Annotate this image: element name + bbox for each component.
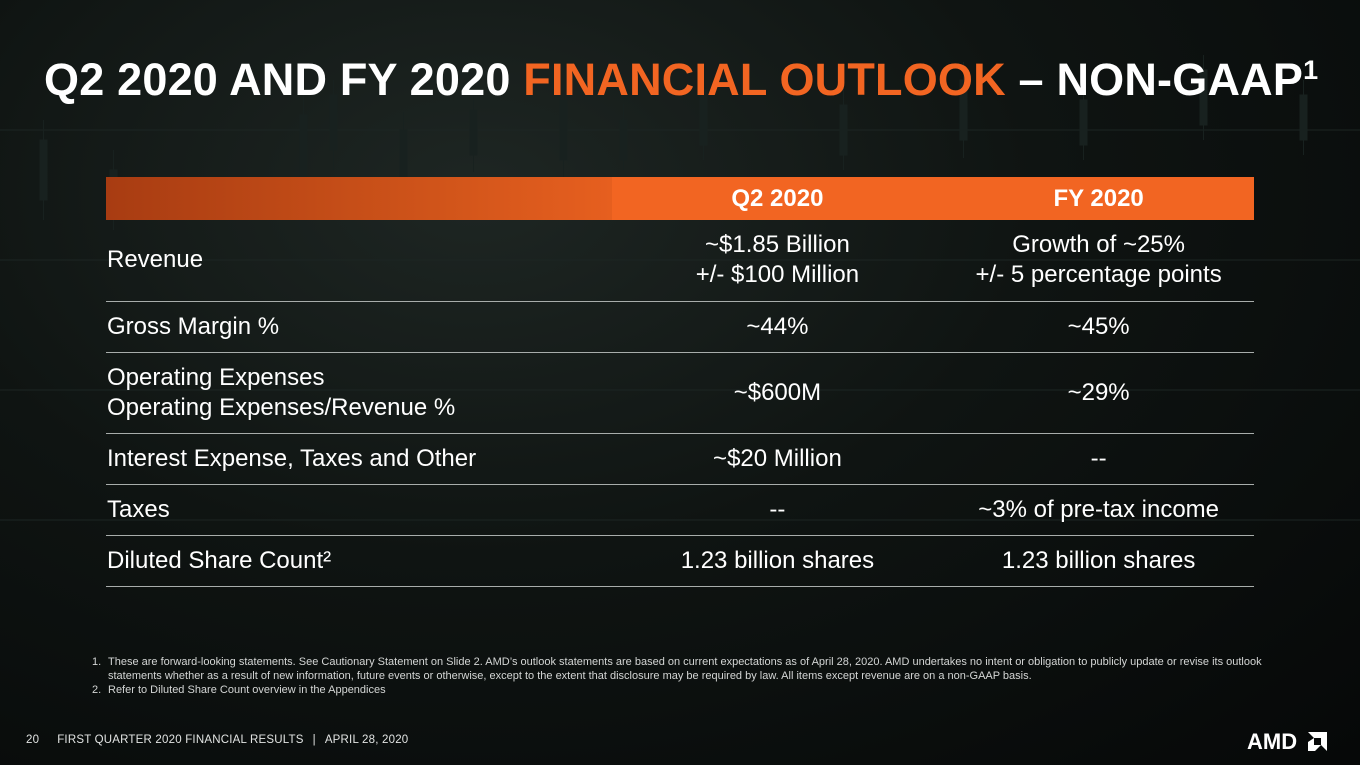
q2-value-line: ~$20 Million [713, 444, 842, 472]
amd-arrow-icon [1308, 732, 1327, 751]
row-label-text: Interest Expense, Taxes and Other [107, 444, 477, 472]
fy-value: 1.23 billion shares [943, 535, 1254, 587]
table-row-taxes: Taxes -- ~3% of pre-tax income [106, 484, 1254, 536]
fy-value-line: 1.23 billion shares [1001, 546, 1196, 574]
row-label-text: Gross Margin % [107, 312, 280, 340]
row-label: Operating Expenses Operating Expenses/Rev… [106, 352, 612, 434]
footnote-number: 1. [92, 656, 102, 668]
title-footnote-marker: 1 [1303, 55, 1319, 85]
page-number: 20 [26, 734, 40, 746]
fy-value: Growth of ~25% +/- 5 percentage points [943, 220, 1254, 302]
q2-value: ~$20 Million [611, 433, 944, 485]
fy-value-line: Growth of ~25% [1012, 231, 1185, 259]
footer-separator: | [312, 734, 316, 746]
row-label: Revenue [106, 220, 612, 302]
q2-value: ~$1.85 Billion +/- $100 Million [611, 220, 944, 302]
q2-value: 1.23 billion shares [611, 535, 944, 587]
title-part1: Q2 2020 AND FY 2020 [44, 54, 524, 105]
header-fy-2020: FY 2020 [943, 177, 1254, 220]
slide-footer: 20 FIRST QUARTER 2020 FINANCIAL RESULTS | A… [26, 734, 408, 746]
q2-value: ~44% [611, 301, 944, 353]
row-label-text: Taxes [107, 495, 170, 523]
q2-value-line: -- [769, 495, 786, 523]
outlook-table: Q2 2020 FY 2020 Revenue ~$1.85 Billion +/… [106, 177, 1254, 587]
row-label: Interest Expense, Taxes and Other [106, 433, 612, 485]
footnotes: 1. These are forward-looking statements. … [92, 655, 1282, 697]
header-q2-2020: Q2 2020 [611, 177, 944, 220]
fy-value-line: ~29% [1067, 378, 1130, 406]
fy-value-line: +/- 5 percentage points [975, 261, 1222, 289]
table-row-operating-expenses: Operating Expenses Operating Expenses/Rev… [106, 352, 1254, 434]
row-label: Taxes [106, 484, 612, 536]
row-label-text: Operating Expenses [107, 363, 325, 391]
amd-logo: AMD [1247, 730, 1327, 752]
table-row-diluted-share-count: Diluted Share Count² 1.23 billion shares… [106, 535, 1254, 587]
row-label: Diluted Share Count² [106, 535, 612, 587]
fy-value: ~29% [943, 352, 1254, 434]
fy-value: ~45% [943, 301, 1254, 353]
title-accent: FINANCIAL OUTLOOK [523, 54, 1006, 105]
table-row-gross-margin: Gross Margin % ~44% ~45% [106, 301, 1254, 353]
q2-value-line: ~44% [746, 312, 809, 340]
q2-value: ~$600M [611, 352, 944, 434]
row-label-text: Operating Expenses/Revenue % [107, 393, 456, 421]
q2-value-line: +/- $100 Million [695, 261, 860, 289]
q2-value: -- [611, 484, 944, 536]
amd-logo-text: AMD [1247, 730, 1297, 752]
table-row-interest-expense: Interest Expense, Taxes and Other ~$20 M… [106, 433, 1254, 485]
fy-value-line: -- [1090, 444, 1107, 472]
row-label: Gross Margin % [106, 301, 612, 353]
fy-value-line: ~3% of pre-tax income [978, 495, 1220, 523]
q2-value-line: ~$600M [733, 378, 822, 406]
footnote-text: Refer to Diluted Share Count overview in… [108, 684, 386, 696]
title-part2: – NON-GAAP [1005, 54, 1304, 105]
header-corner-cell [106, 177, 612, 220]
footnote-text: These are forward-looking statements. Se… [108, 656, 1262, 682]
footnote-number: 2. [92, 684, 102, 696]
footnote-item: 2. Refer to Diluted Share Count overview … [92, 683, 1282, 697]
footer-title: FIRST QUARTER 2020 FINANCIAL RESULTS [57, 734, 304, 746]
fy-value-line: ~45% [1067, 312, 1130, 340]
table-header-row: Q2 2020 FY 2020 [106, 177, 1254, 220]
page-title: Q2 2020 AND FY 2020 FINANCIAL OUTLOOK – … [44, 54, 1318, 106]
table-row-revenue: Revenue ~$1.85 Billion +/- $100 Million G… [106, 220, 1254, 302]
q2-value-line: ~$1.85 Billion [705, 231, 850, 259]
footer-date: APRIL 28, 2020 [324, 734, 409, 746]
row-label-text: Revenue [107, 246, 204, 274]
fy-value: -- [943, 433, 1254, 485]
footnote-item: 1. These are forward-looking statements. … [92, 655, 1282, 683]
row-label-text: Diluted Share Count² [107, 546, 332, 574]
q2-value-line: 1.23 billion shares [680, 546, 875, 574]
fy-value: ~3% of pre-tax income [943, 484, 1254, 536]
